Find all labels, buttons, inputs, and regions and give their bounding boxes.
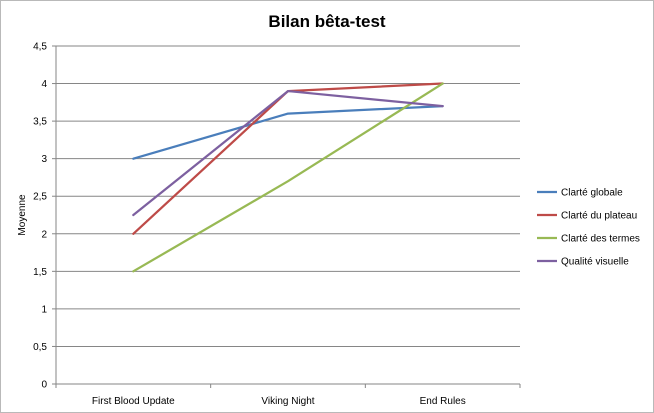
legend-label: Clarté du plateau <box>561 211 637 222</box>
y-axis-ticks: 0 0,5 1 1,5 2 2,5 3 3,5 4 4,5 <box>33 42 56 391</box>
series-line-3 <box>132 82 444 273</box>
x-tick-label: First Blood Update <box>92 396 175 407</box>
gridlines <box>56 45 520 347</box>
y-tick-label: 3 <box>41 154 47 165</box>
y-tick-label: 2 <box>41 229 47 240</box>
x-tick-label: Viking Night <box>261 396 314 407</box>
legend-label: Clarté globale <box>561 188 623 199</box>
x-axis-ticks: First Blood Update Viking Night End Rules <box>55 384 521 407</box>
y-axis-label: Moyenne <box>17 194 28 236</box>
series-lines <box>132 82 444 273</box>
y-tick-label: 3,5 <box>33 117 47 128</box>
chart-title: Bilan bêta-test <box>268 12 385 31</box>
legend: Clarté globale Clarté du plateau Clarté de… <box>537 188 640 268</box>
y-tick-label: 1,5 <box>33 267 47 278</box>
y-tick-label: 2,5 <box>33 192 47 203</box>
series-line-4 <box>132 89 444 217</box>
series-line-1 <box>132 104 444 160</box>
y-tick-label: 4 <box>41 79 47 90</box>
axes <box>55 46 520 385</box>
y-tick-label: 0 <box>41 380 47 391</box>
legend-label: Clarté des termes <box>561 234 640 245</box>
y-tick-label: 0,5 <box>33 342 47 353</box>
y-tick-label: 1 <box>41 304 47 315</box>
legend-label: Qualité visuelle <box>561 257 629 268</box>
y-tick-label: 4,5 <box>33 42 47 53</box>
x-tick-label: End Rules <box>420 396 466 407</box>
